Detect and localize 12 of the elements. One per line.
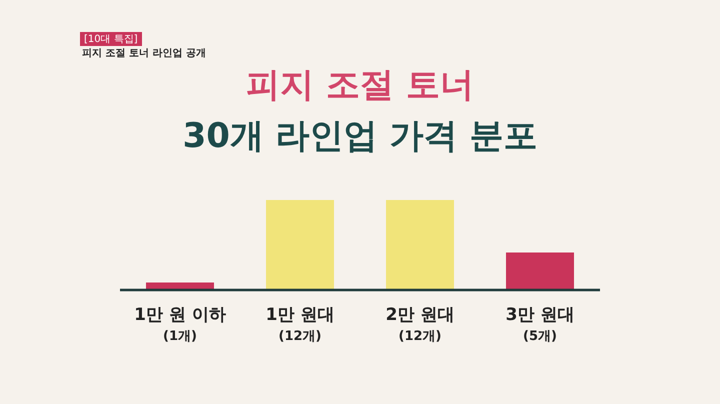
chart-title: 피지 조절 토너 <box>245 64 475 107</box>
x-tick-label: 1만 원대 <box>266 305 334 325</box>
data-label: (5개) <box>523 329 557 344</box>
data-label: (1개) <box>163 329 197 344</box>
x-tick-label: 3만 원대 <box>506 305 574 325</box>
data-label: (12개) <box>278 329 322 344</box>
chart-subtitle: 30개 라인업 가격 분포 <box>182 115 538 158</box>
x-tick-label: 2만 원대 <box>386 305 454 325</box>
x-tick-label: 1만 원 이하 <box>134 305 226 325</box>
text: [10대 특집] <box>80 32 142 46</box>
text: 피지 조절 토너 라인업 공개 <box>82 47 206 60</box>
data-label: (12개) <box>398 329 442 344</box>
